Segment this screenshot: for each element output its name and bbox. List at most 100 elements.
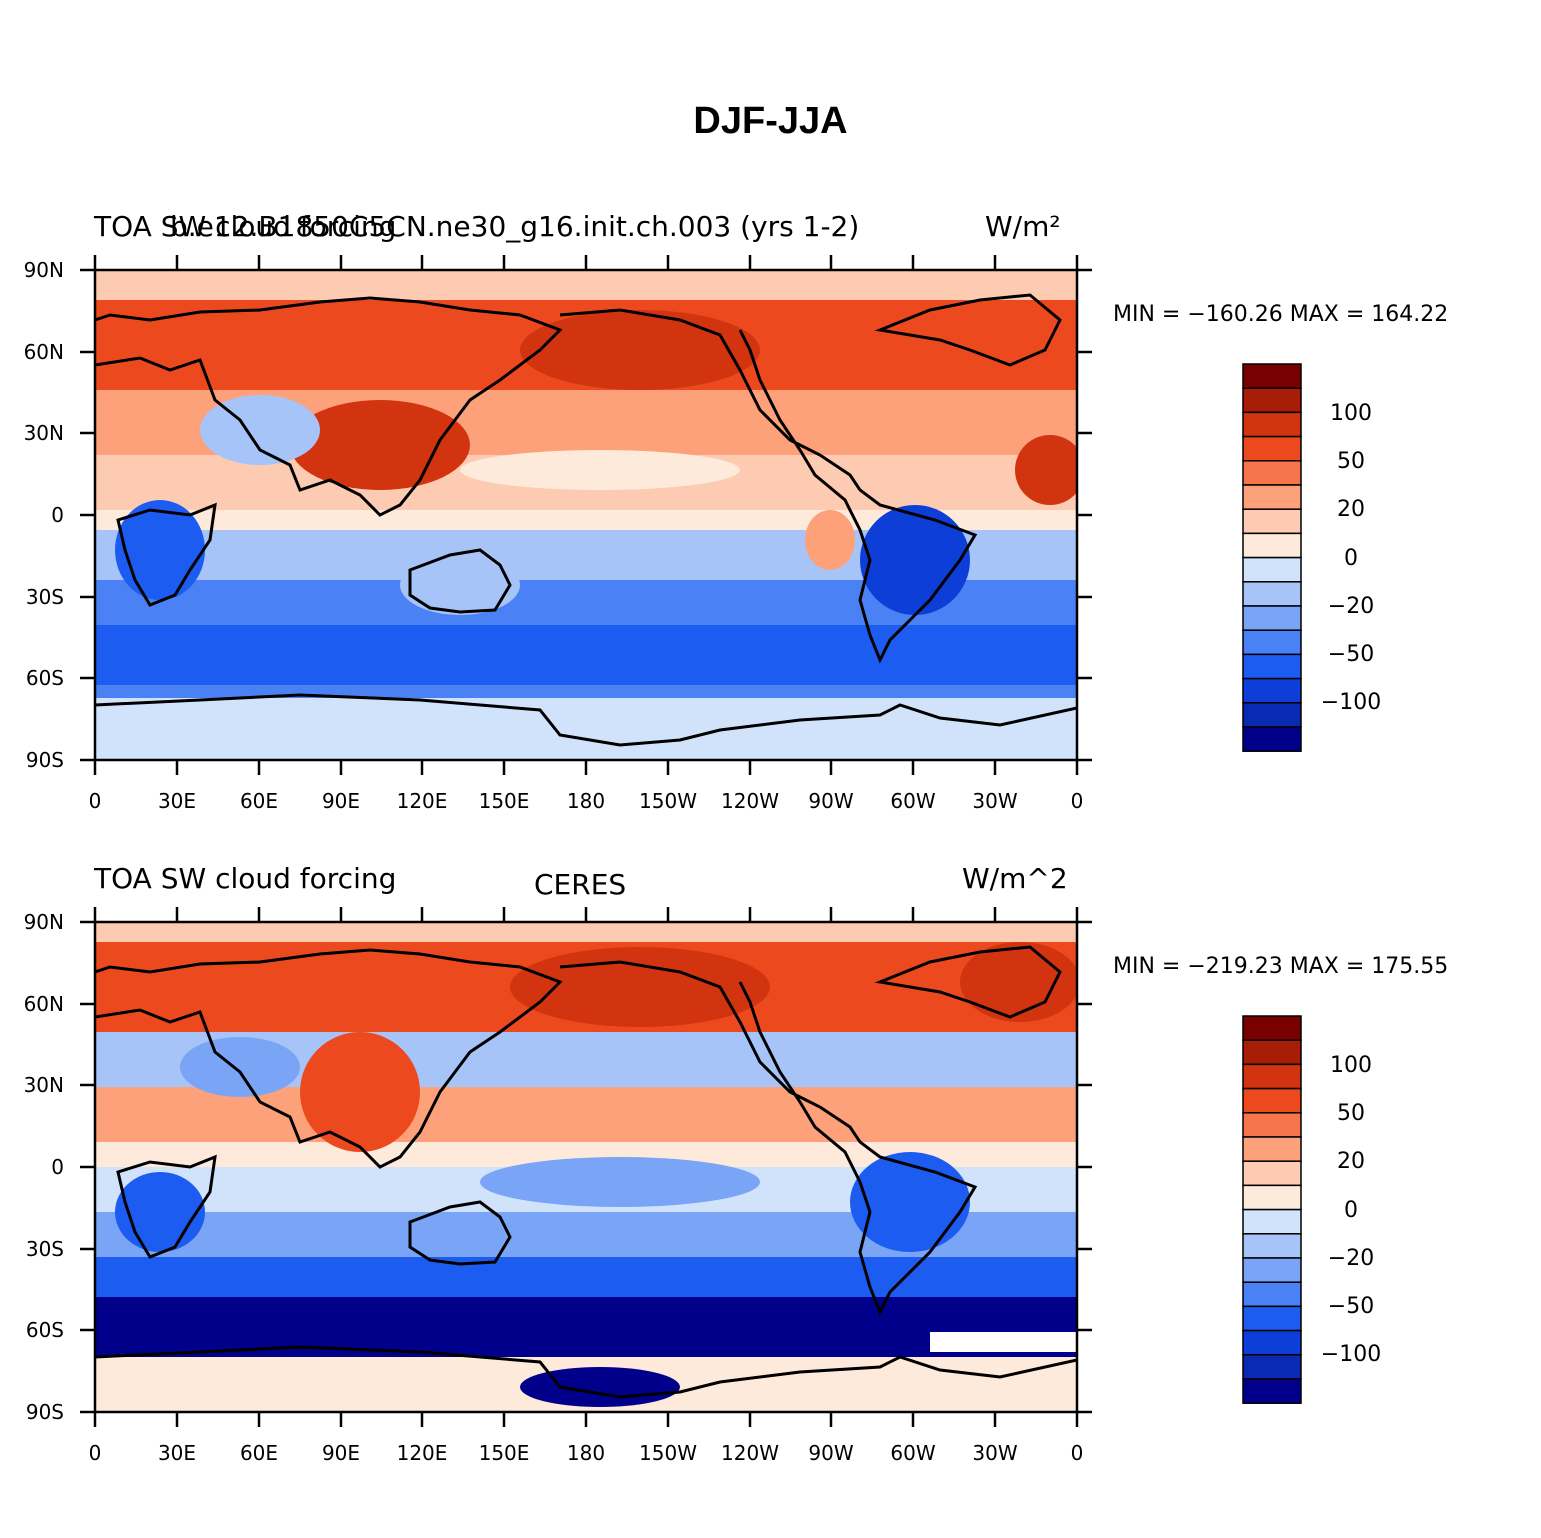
colorbar-box [1242, 653, 1302, 680]
panel2-lon-label: 0 [1071, 1441, 1084, 1465]
panel1-lon-label: 0 [89, 789, 102, 813]
colorbar-box [1242, 1208, 1302, 1235]
colorbar-box [1242, 1257, 1302, 1283]
panel2-lat-label: 60S [26, 1318, 64, 1342]
panel1-lon-label: 60E [240, 789, 278, 813]
colorbar-box [1242, 1015, 1302, 1041]
colorbar-box [1242, 1160, 1302, 1187]
colorbar-box [1242, 605, 1302, 631]
colorbar-box [1242, 1281, 1302, 1308]
panel1-lat-label: 60N [24, 340, 64, 364]
panel1-colorbar-label: 50 [1337, 449, 1365, 474]
panel2-colorbar: 100 50 20 0 −20 −50 −100 [1242, 1015, 1381, 1404]
colorbar-box [1242, 1233, 1302, 1259]
colorbar-box [1242, 460, 1302, 486]
panel1-lat-label: 30S [26, 585, 64, 609]
colorbar-box [1242, 1378, 1302, 1404]
panel2-lon-label: 90E [322, 1441, 360, 1465]
panel1-colorbar-label: 0 [1344, 546, 1358, 571]
panel1-lon-label: 150W [639, 789, 697, 813]
panel2-lon-label: 150W [639, 1441, 697, 1465]
panel1-lon-label: 30W [972, 789, 1017, 813]
colorbar-box [1242, 1354, 1302, 1380]
colorbar-box [1242, 726, 1302, 752]
panel1-lon-label: 90E [322, 789, 360, 813]
colorbar-box [1242, 1087, 1302, 1114]
panel1-colorbar-label: 100 [1330, 401, 1372, 426]
panel2-ticks [80, 907, 1092, 1427]
colorbar-box [1242, 387, 1302, 414]
colorbar-box [1242, 1329, 1302, 1356]
panel1-center-text: b.e12.B1850C5CN.ne30_g16.init.ch.003 (yr… [170, 210, 860, 243]
panel1-lon-label: 0 [1071, 789, 1084, 813]
panel2-lat-label: 0 [51, 1155, 64, 1179]
colorbar-box [1242, 581, 1302, 607]
panel1-colorbar-label: −50 [1328, 642, 1374, 667]
panel1-left-text: TOA SW cloud forcing [94, 210, 397, 243]
panel2-lat-label: 60N [24, 992, 64, 1016]
panel1-units: W/m² [985, 210, 1061, 243]
colorbar-box [1242, 1112, 1302, 1138]
panel1-colorbar-label: −100 [1321, 690, 1381, 715]
colorbar-box [1242, 702, 1302, 728]
panel1-colorbar: 100 50 20 0 −20 −50 −100 [1242, 363, 1381, 752]
colorbar-box [1242, 532, 1302, 559]
panel2-lat-label: 90N [24, 910, 64, 934]
panel2-lat-label: 30N [24, 1073, 64, 1097]
panel2-lat-label: 30S [26, 1237, 64, 1261]
panel2-colorbar-label: 0 [1344, 1198, 1358, 1223]
panel2-lon-label: 120W [721, 1441, 779, 1465]
panel1-lon-label: 30E [158, 789, 196, 813]
panel1-lat-label: 0 [51, 503, 64, 527]
panel1-minmax: MIN = −160.26 MAX = 164.22 [1113, 302, 1449, 327]
panel1-field [95, 270, 1077, 760]
panel2-lon-label: 60W [890, 1441, 935, 1465]
panel2-coastlines [95, 945, 1077, 1399]
colorbar-box [1242, 1039, 1302, 1066]
colorbar-box [1242, 677, 1302, 704]
colorbar-box [1242, 629, 1302, 656]
panel1-lat-label: 90S [26, 748, 64, 772]
panel2-map: 90N 60N 30N 0 30S 60S 90S 0 30E 60E 90E … [24, 907, 1092, 1465]
colorbar-box [1242, 411, 1302, 438]
panel1-lat-label: 60S [26, 666, 64, 690]
panel2-lon-label: 150E [479, 1441, 530, 1465]
panel1-lat-label: 30N [24, 421, 64, 445]
panel1-lon-label: 90W [808, 789, 853, 813]
panel2-colorbar-label: −100 [1321, 1342, 1381, 1367]
panel2-left-text: TOA SW cloud forcing [94, 862, 397, 895]
panel2-lat-label: 90S [26, 1400, 64, 1424]
colorbar-box [1242, 435, 1302, 462]
panel2-lon-label: 30E [158, 1441, 196, 1465]
colorbar-box [1242, 1305, 1302, 1332]
panel2-lon-label: 90W [808, 1441, 853, 1465]
panel1-colorbar-label: −20 [1328, 594, 1374, 619]
panel2-colorbar-label: 100 [1330, 1053, 1372, 1078]
panel2-lon-label: 180 [567, 1441, 605, 1465]
colorbar-box [1242, 1184, 1302, 1211]
panel2-lon-label: 0 [89, 1441, 102, 1465]
panel1-lat-label: 90N [24, 258, 64, 282]
panel2-colorbar-boxes [1242, 1015, 1302, 1404]
panel1-lon-label: 60W [890, 789, 935, 813]
figure-title: DJF-JJA [693, 100, 848, 142]
panel2-field [95, 922, 1077, 1412]
panel1-lon-label: 150E [479, 789, 530, 813]
panel2-lon-label: 120E [397, 1441, 448, 1465]
colorbar-box [1242, 363, 1302, 389]
colorbar-box [1242, 508, 1302, 535]
panel1-colorbar-label: 20 [1337, 497, 1365, 522]
panel2-colorbar-label: 20 [1337, 1149, 1365, 1174]
panel2-colorbar-label: 50 [1337, 1101, 1365, 1126]
panel1-coastlines [95, 293, 1077, 747]
panel2-colorbar-label: −50 [1328, 1294, 1374, 1319]
panel2-center-text: CERES [534, 868, 627, 901]
panel2-lon-label: 60E [240, 1441, 278, 1465]
panel1-lon-label: 120W [721, 789, 779, 813]
panel1-lon-label: 120E [397, 789, 448, 813]
panel2-colorbar-label: −20 [1328, 1246, 1374, 1271]
panel1-colorbar-boxes [1242, 363, 1302, 752]
colorbar-box [1242, 1063, 1302, 1090]
panel2-minmax: MIN = −219.23 MAX = 175.55 [1113, 954, 1449, 979]
panel1-map: 90N 60N 30N 0 30S 60S 90S 0 30E 60E 90E … [24, 255, 1092, 813]
